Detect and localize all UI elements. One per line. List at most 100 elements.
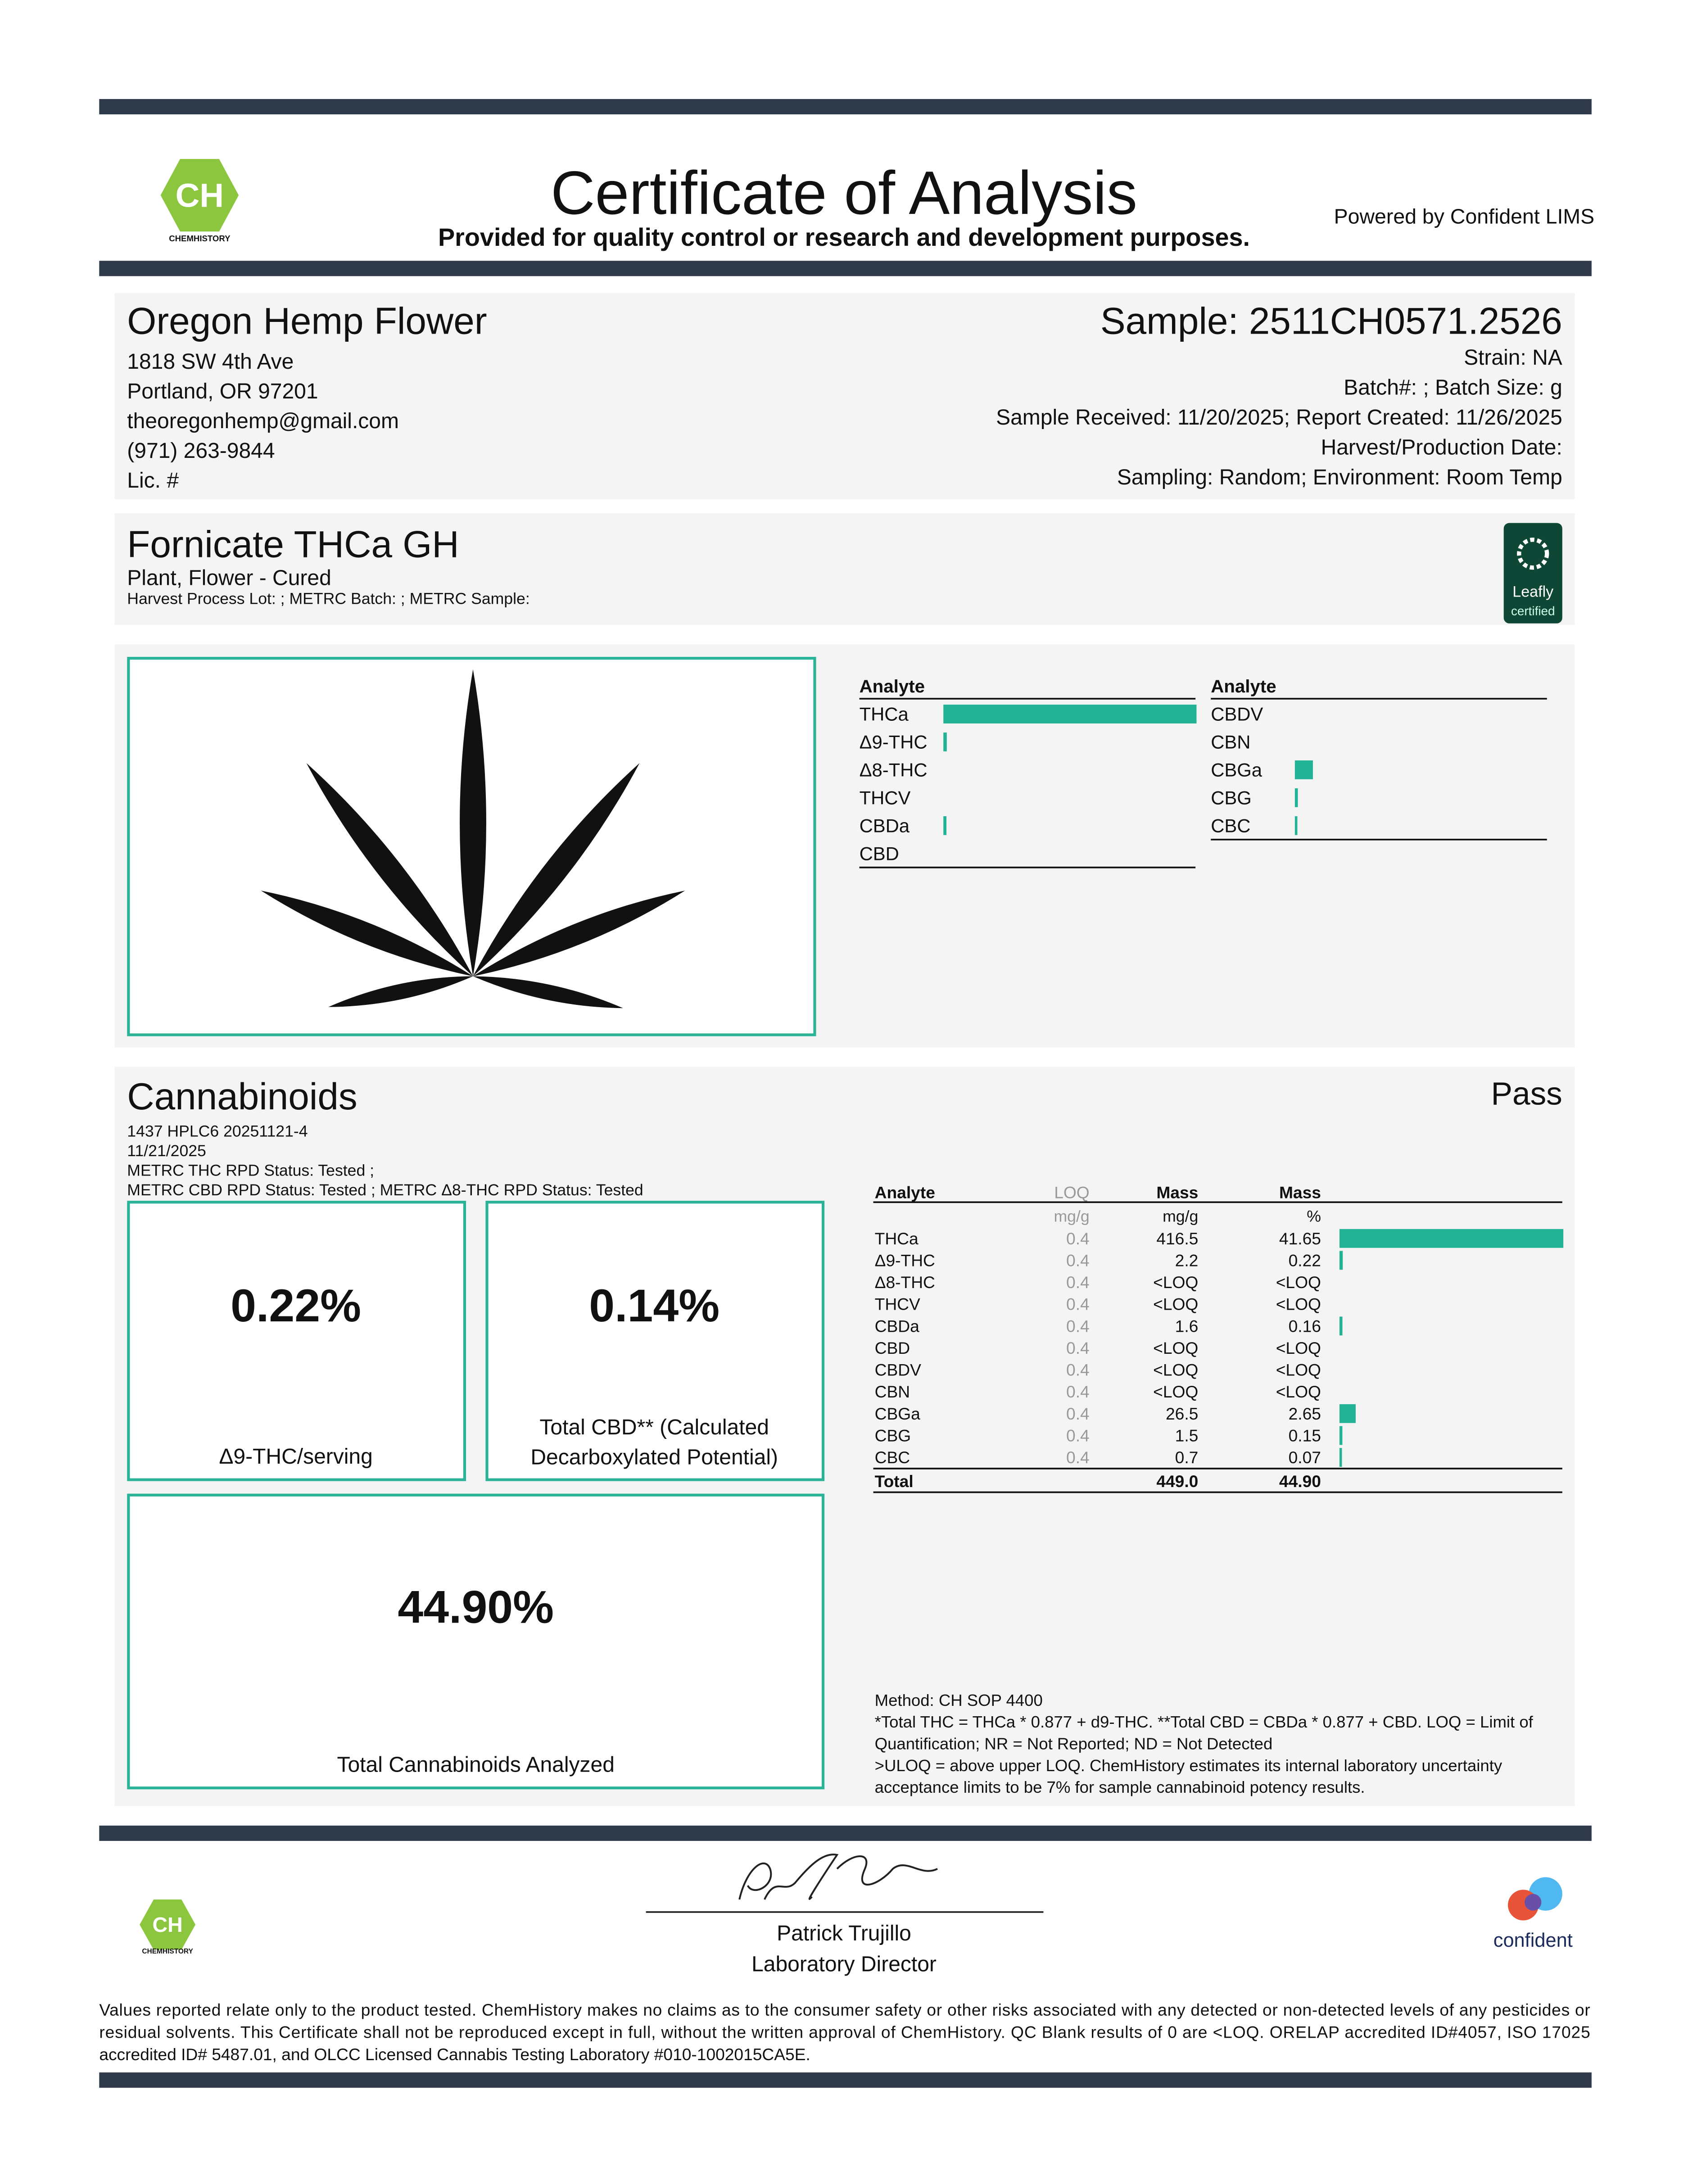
disclaimer: residual solvents. This Certificate shal…: [99, 2022, 1590, 2041]
product-name: Fornicate THCa GH: [127, 523, 459, 565]
table-cell: <LOQ: [1153, 1338, 1198, 1357]
bar: [1339, 1426, 1343, 1445]
sample-id: Sample: 2511CH0571.2526: [1100, 300, 1562, 342]
table-cell: <LOQ: [1276, 1361, 1321, 1379]
note: Quantification; NR = Not Reported; ND = …: [875, 1735, 1273, 1753]
signer-name: Patrick Trujillo: [777, 1922, 911, 1945]
leaflet: [460, 669, 486, 977]
disclaimer: Values reported relate only to the produ…: [99, 2000, 1590, 2019]
table-header: Mass: [1279, 1183, 1321, 1202]
analyte-label: CBGa: [1211, 760, 1263, 781]
table-cell: CBGa: [875, 1404, 921, 1423]
leaflet: [473, 763, 640, 977]
stat-label: Total Cannabinoids Analyzed: [337, 1753, 614, 1777]
logo-hex: [160, 159, 239, 232]
table-cell: THCa: [875, 1229, 919, 1248]
table-cell: <LOQ: [1153, 1361, 1198, 1379]
result: Pass: [1491, 1076, 1562, 1112]
table-cell: CBDV: [875, 1361, 921, 1379]
stat-label: Δ9-THC/serving: [219, 1445, 372, 1469]
note: *Total THC = THCa * 0.877 + d9-THC. **To…: [875, 1713, 1534, 1731]
total-value: 449.0: [1156, 1472, 1198, 1491]
leafly-icon: [1517, 538, 1549, 570]
table-header: Analyte: [875, 1183, 935, 1202]
table-cell: 0.4: [1066, 1404, 1090, 1423]
stat-box: [485, 1201, 825, 1481]
title: Certificate of Analysis: [551, 158, 1137, 227]
info-line: 1437 HPLC6 20251121-4: [127, 1122, 308, 1140]
unit: mg/g: [1163, 1207, 1198, 1225]
table-cell: <LOQ: [1276, 1338, 1321, 1357]
table-cell: 1.5: [1175, 1426, 1199, 1445]
leaflet: [306, 763, 473, 977]
analyte-label: CBN: [1211, 732, 1250, 753]
bottom-rule: [99, 2072, 1592, 2088]
logo-name: CHEMHISTORY: [142, 1948, 193, 1955]
unit: %: [1307, 1207, 1321, 1225]
table-cell: 0.16: [1289, 1316, 1321, 1335]
panel: [114, 293, 1575, 499]
stat-box: [127, 1493, 825, 1790]
analyte-label: CBG: [1211, 787, 1252, 809]
client-line: Lic. #: [127, 469, 179, 493]
info-line: METRC CBD RPD Status: Tested ; METRC Δ8-…: [127, 1181, 643, 1199]
chart-header: Analyte: [1211, 676, 1276, 696]
sample-line: Harvest/Production Date:: [1321, 436, 1562, 460]
disclaimer: accredited ID# 5487.01, and OLCC License…: [99, 2045, 810, 2064]
logo-mark: CH: [153, 1913, 183, 1936]
client-line: theoregonhemp@gmail.com: [127, 409, 399, 433]
brand-name: confident: [1493, 1930, 1573, 1951]
table-cell: 0.4: [1066, 1273, 1090, 1292]
table-header: Mass: [1156, 1183, 1198, 1202]
analyte-label: CBD: [860, 843, 899, 864]
table-cell: <LOQ: [1153, 1273, 1198, 1292]
table-cell: Δ9-THC: [875, 1251, 935, 1270]
sample-line: Batch#: ; Batch Size: g: [1344, 375, 1562, 399]
table-cell: <LOQ: [1153, 1295, 1198, 1314]
table-cell: 0.4: [1066, 1382, 1090, 1401]
stat-value: 0.14%: [589, 1280, 720, 1331]
logo-hex: [140, 1899, 196, 1950]
table-cell: <LOQ: [1276, 1382, 1321, 1401]
client-line: Portland, OR 97201: [127, 380, 318, 403]
table-cell: 416.5: [1156, 1229, 1198, 1248]
table-cell: 0.4: [1066, 1361, 1090, 1379]
logo-name: CHEMHISTORY: [169, 234, 231, 243]
table-cell: 0.4: [1066, 1295, 1090, 1314]
table-cell: CBG: [875, 1426, 911, 1445]
bar: [1339, 1251, 1343, 1270]
note: >ULOQ = above upper LOQ. ChemHistory est…: [875, 1756, 1502, 1775]
unit: mg/g: [1054, 1207, 1090, 1225]
product-type: Plant, Flower - Cured: [127, 566, 331, 590]
info-line: 11/21/2025: [127, 1142, 206, 1160]
signature: [738, 1854, 938, 1900]
sample-line: Sample Received: 11/20/2025; Report Crea…: [996, 406, 1562, 430]
logo-mark: CH: [176, 177, 224, 214]
total-label: Total: [875, 1472, 914, 1491]
stat-label: Decarboxylated Potential): [530, 1445, 778, 1469]
leaflet: [261, 891, 473, 977]
stat-value: 44.90%: [398, 1581, 554, 1632]
table-cell: CBC: [875, 1448, 910, 1467]
table-cell: 0.4: [1066, 1338, 1090, 1357]
bar: [943, 733, 947, 751]
table-cell: 2.2: [1175, 1251, 1199, 1270]
table-cell: 26.5: [1166, 1404, 1198, 1423]
table-cell: THCV: [875, 1295, 920, 1314]
table-cell: 0.4: [1066, 1229, 1090, 1248]
bar: [1294, 760, 1313, 779]
analyte-label: CBC: [1211, 815, 1250, 836]
table-cell: 2.65: [1289, 1404, 1321, 1423]
analyte-label: CBDV: [1211, 704, 1263, 725]
table-header: LOQ: [1054, 1183, 1089, 1202]
header-rule: [99, 261, 1592, 276]
table-cell: 0.07: [1289, 1448, 1321, 1467]
leaflet: [473, 976, 623, 1008]
table-cell: 41.65: [1279, 1229, 1321, 1248]
product-lots: Harvest Process Lot: ; METRC Batch: ; ME…: [127, 589, 529, 607]
client-line: 1818 SW 4th Ave: [127, 350, 294, 374]
leaflet: [473, 891, 685, 977]
leaflet: [328, 976, 473, 1007]
table-cell: 0.4: [1066, 1426, 1090, 1445]
